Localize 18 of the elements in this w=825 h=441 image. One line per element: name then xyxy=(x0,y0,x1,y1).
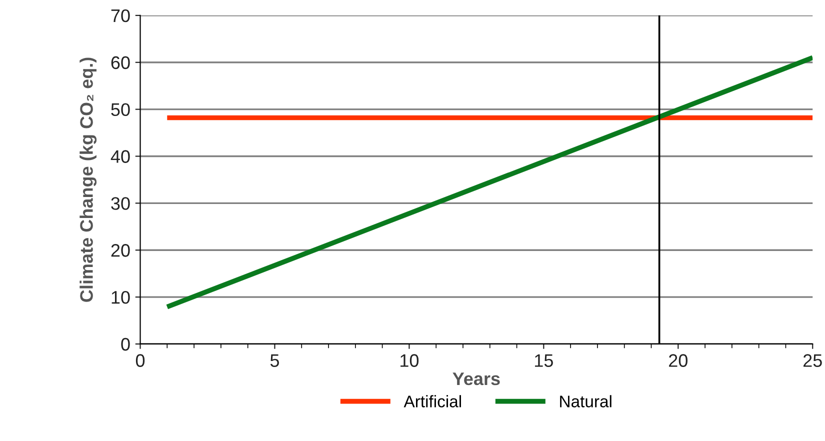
y-tick-label: 10 xyxy=(112,290,130,304)
x-tick-label: 20 xyxy=(669,354,688,367)
y-tick-label: 60 xyxy=(111,56,130,70)
legend-label: Artificial xyxy=(404,395,461,408)
y-tick-label: 30 xyxy=(111,197,130,210)
x-tick-label: 10 xyxy=(400,354,419,367)
x-tick-label: 5 xyxy=(270,354,279,367)
x-axis-title: Years xyxy=(452,372,500,386)
y-tick-label: 70 xyxy=(111,9,130,22)
y-tick-label: 50 xyxy=(111,103,130,116)
y-tick-label: 0 xyxy=(121,338,130,351)
x-tick-label: 15 xyxy=(535,354,553,367)
y-tick-label: 40 xyxy=(110,150,130,163)
x-tick-label: 25 xyxy=(803,354,822,367)
y-tick-label: 20 xyxy=(111,244,130,257)
y-axis-title: Climate Change (kg CO₂ eq.) xyxy=(80,58,97,302)
legend-label: Natural xyxy=(560,395,612,408)
x-tick-label: 0 xyxy=(136,354,145,367)
